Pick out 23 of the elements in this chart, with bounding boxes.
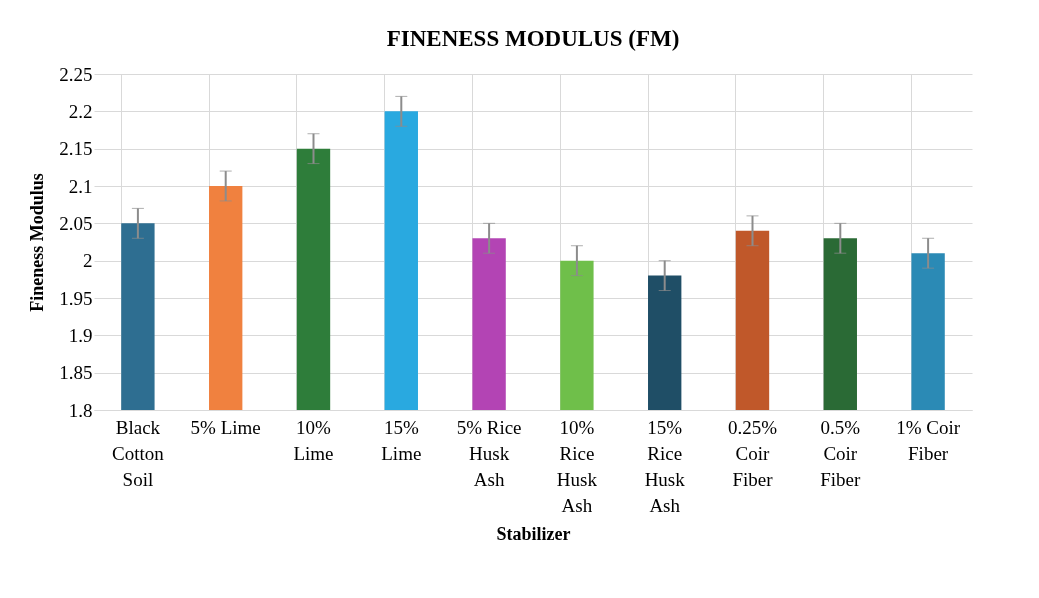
y-tick-label: 1.95 [59,287,93,309]
x-tick-label: 0.25% Coir Fiber [727,416,778,490]
y-tick-label: 2.2 [68,100,93,122]
y-tick-label: 1.85 [59,362,93,384]
x-tick-label: 5% Lime [190,416,261,438]
y-tick-label: 2.25 [59,63,93,85]
x-tick-label: 15% Rice Husk Ash [644,416,686,516]
x-tick-label: 10% Lime [293,416,334,464]
y-tick-label: 1.9 [68,324,93,346]
y-axis-title: Fineness Modulus [27,173,48,312]
y-tick-label: 1.8 [68,399,93,421]
x-tick-label: 10% Rice Husk Ash [556,416,598,516]
x-tick-label: 5% Rice Husk Ash [456,416,522,490]
chart-title: FINENESS MODULUS (FM) [386,26,680,51]
x-tick-label: 15% Lime [381,416,422,464]
y-tick-label: 2 [83,250,93,272]
y-tick-label: 2.15 [59,138,93,160]
x-tick-label: 1% Coir Fiber [896,416,961,464]
y-tick-label: 2.05 [59,212,93,234]
y-tick-label: 2.1 [68,175,93,197]
x-tick-label: Black Cotton Soil [112,416,165,490]
x-axis-title: Stabilizer [496,523,571,544]
x-tick-label: 0.5% Coir Fiber [820,416,862,490]
